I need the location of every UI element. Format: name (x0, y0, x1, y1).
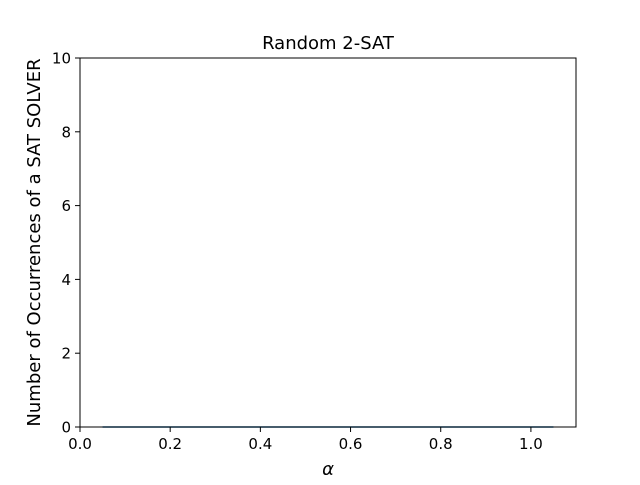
y-axis-label: Number of Occurrences of a SAT SOLVER (24, 58, 45, 426)
y-tick-label: 6 (61, 197, 71, 215)
y-tick-label: 10 (52, 50, 71, 68)
x-tick-label: 0.4 (248, 435, 272, 453)
x-tick-label: 0.2 (158, 435, 182, 453)
x-axis-label: α (322, 459, 334, 480)
y-tick-label: 4 (61, 271, 71, 289)
x-axis-ticks: 0.0 0.2 0.4 0.6 0.8 1.0 (68, 427, 543, 453)
x-tick-label: 0.6 (339, 435, 363, 453)
y-tick-label: 8 (61, 123, 71, 141)
x-tick-label: 0.0 (68, 435, 92, 453)
y-tick-label: 2 (61, 345, 71, 363)
x-tick-label: 0.8 (429, 435, 453, 453)
plot-frame (80, 58, 576, 427)
y-tick-label: 0 (61, 419, 71, 437)
chart-title: Random 2-SAT (262, 33, 395, 54)
y-axis-ticks: 0 2 4 6 8 10 (52, 50, 80, 437)
x-tick-label: 1.0 (519, 435, 543, 453)
